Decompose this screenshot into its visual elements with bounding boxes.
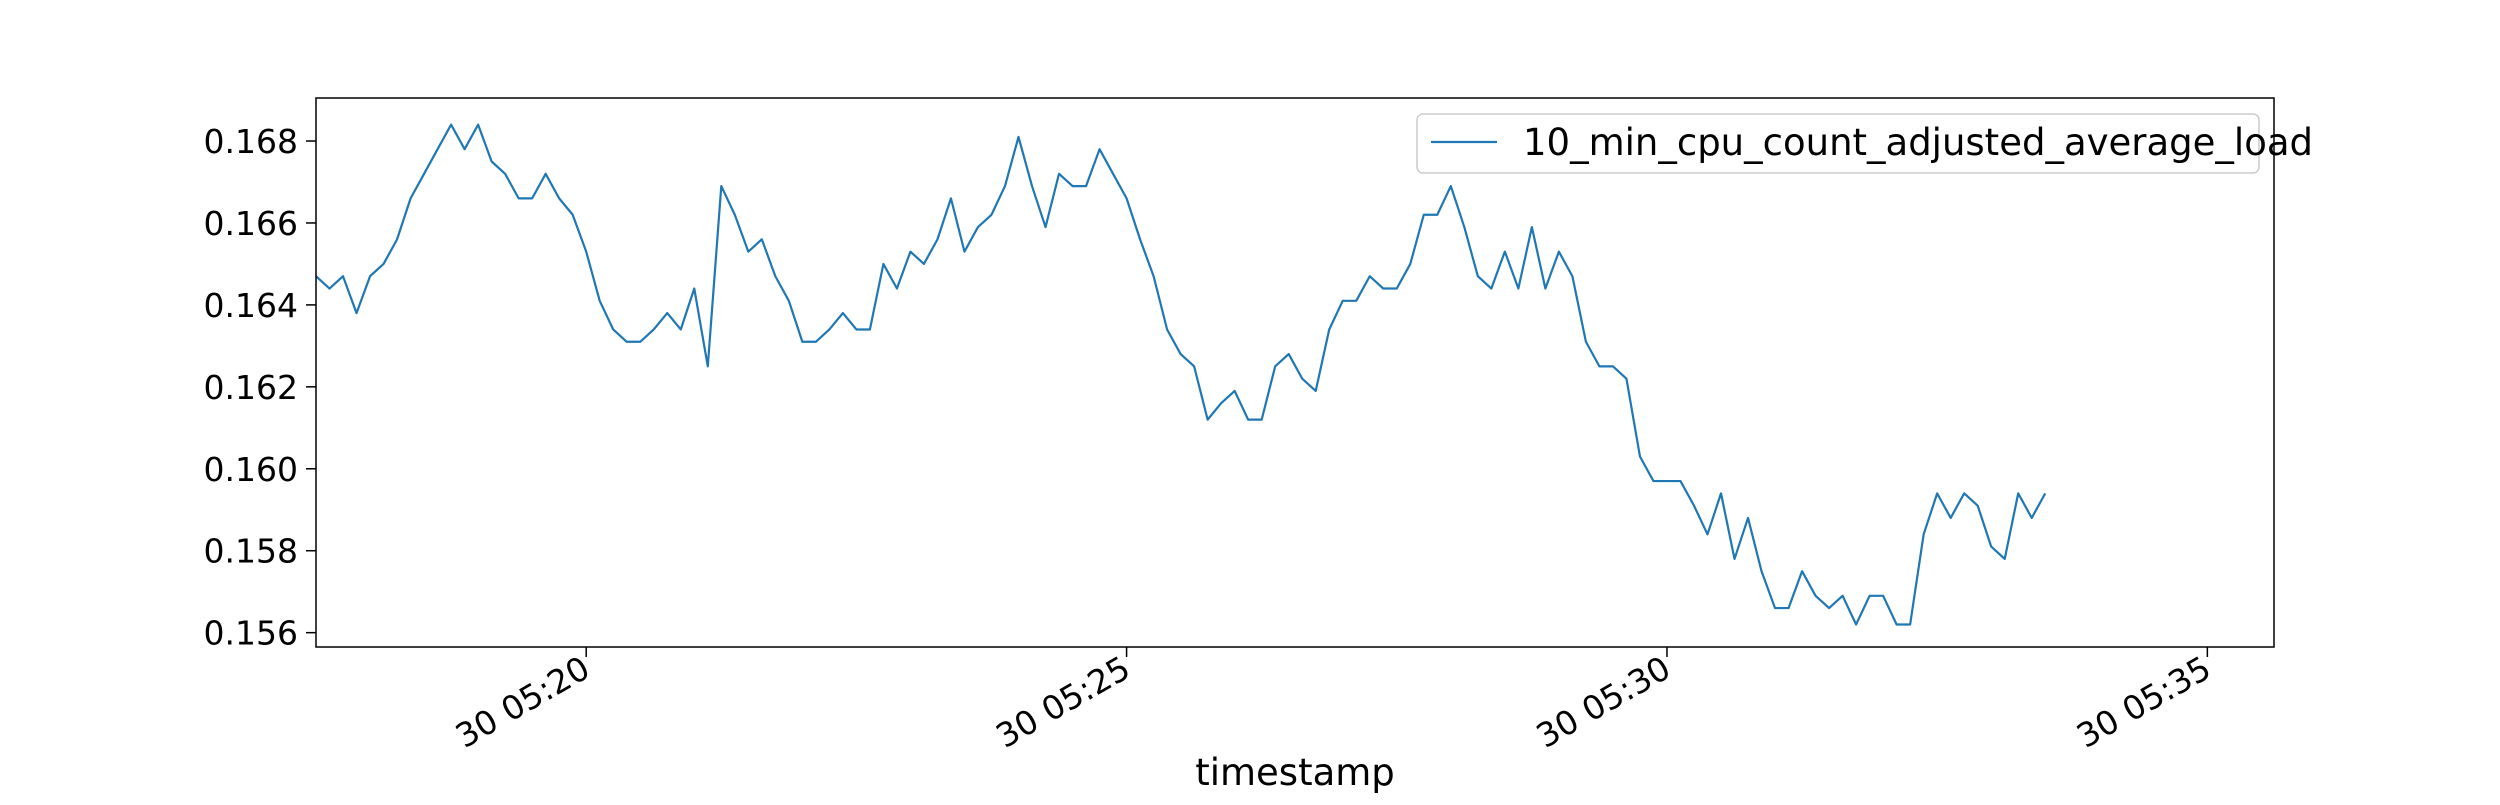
y-tick-label: 0.156 — [204, 614, 298, 653]
y-tick-label: 0.164 — [204, 286, 298, 325]
y-tick-label: 0.158 — [204, 532, 298, 571]
x-axis-title: timestamp — [1195, 751, 1395, 794]
data-layer — [315, 123, 2047, 626]
y-tick-label: 0.162 — [204, 368, 298, 407]
legend-box — [1416, 113, 2260, 174]
plot-frame — [315, 97, 2275, 648]
x-tick-label: 30 05:35 — [2070, 648, 2217, 756]
y-tick-label: 0.166 — [204, 204, 298, 243]
y-tick-label: 0.160 — [204, 450, 298, 489]
series-line-0 — [315, 123, 2047, 626]
x-tick-label: 30 05:30 — [1530, 648, 1677, 756]
legend: 10_min_cpu_count_adjusted_average_load — [1416, 113, 2313, 174]
x-tick-label: 30 05:20 — [449, 648, 596, 756]
plot-background — [316, 98, 2274, 647]
x-tick-label: 30 05:25 — [989, 648, 1136, 756]
legend-label: 10_min_cpu_count_adjusted_average_load — [1523, 121, 2313, 164]
y-tick-label: 0.168 — [204, 122, 298, 161]
